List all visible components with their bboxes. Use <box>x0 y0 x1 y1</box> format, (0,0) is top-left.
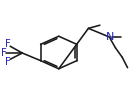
Text: N: N <box>106 32 114 42</box>
Text: F: F <box>1 48 7 58</box>
Text: F: F <box>6 39 11 49</box>
Text: F: F <box>6 57 11 67</box>
